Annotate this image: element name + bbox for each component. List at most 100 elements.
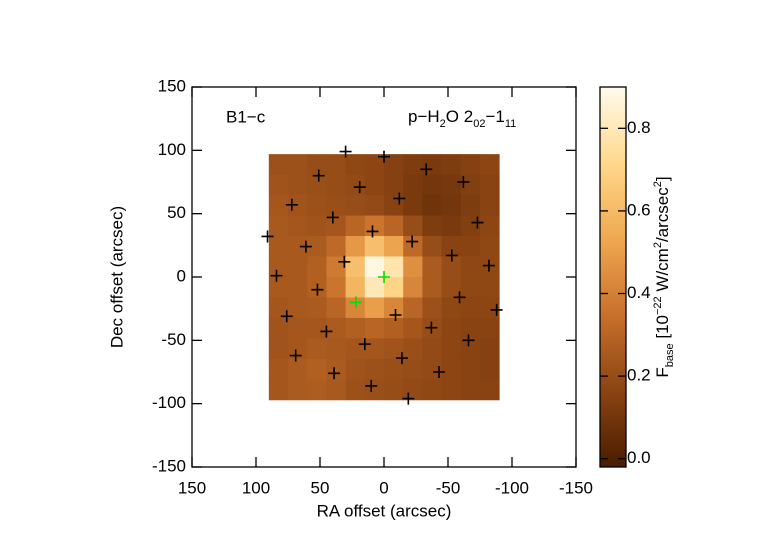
heatmap-cell [326, 195, 346, 216]
heatmap-cell [480, 195, 500, 216]
heatmap-cell [345, 379, 366, 401]
marker [326, 211, 339, 224]
heatmap-cell [345, 317, 366, 339]
marker [280, 310, 293, 323]
x-tick-label: -150 [559, 478, 593, 497]
marker [312, 169, 325, 182]
heatmap-cell [307, 358, 327, 380]
heatmap-cell [268, 358, 289, 380]
heatmap-cell [384, 174, 404, 196]
heatmap-cell [441, 195, 462, 216]
heatmap-cell [326, 256, 346, 278]
text-part: F [653, 367, 672, 377]
heatmap-cell [364, 215, 385, 237]
text-part: W/cm [653, 248, 672, 296]
y-tick-label: 100 [158, 140, 186, 159]
heatmap-cell [441, 215, 462, 237]
y-tick-label: 150 [158, 76, 186, 95]
heatmap-cell [460, 297, 481, 319]
marker [261, 230, 274, 243]
colorbar-tick-label: 0.2 [627, 366, 651, 385]
heatmap-cell [480, 358, 500, 380]
line-label: p−H2O 202−111 [408, 107, 516, 129]
heatmap-cell [345, 174, 366, 196]
heatmap-cell [268, 195, 289, 216]
marker [420, 163, 433, 176]
heatmap-cell [307, 154, 327, 176]
heatmap-cell [403, 215, 423, 237]
heatmap-cell [384, 379, 404, 401]
marker [365, 379, 378, 392]
marker [270, 269, 283, 282]
marker [378, 271, 390, 283]
heatmap-cell [384, 154, 404, 176]
heatmap-cell [345, 154, 366, 176]
heatmap-cell [460, 338, 481, 360]
text-part: ] [653, 176, 672, 181]
text-part: 2 [652, 242, 664, 248]
heatmap-cell [307, 174, 327, 196]
heatmap-cell [326, 358, 346, 380]
heatmap-cell [326, 297, 346, 319]
heatmap-cell [403, 256, 423, 278]
heatmap-cell [422, 277, 442, 298]
y-tick-label: -100 [152, 393, 186, 412]
heatmap-cell [288, 317, 308, 339]
marker [471, 216, 484, 229]
heatmap-cell [326, 277, 346, 298]
y-tick-label: -150 [152, 456, 186, 475]
heatmap-cell [345, 195, 366, 216]
colorbar-tick-label: 0.8 [627, 118, 651, 137]
heatmap-cell [288, 358, 308, 380]
heatmap-cell [480, 236, 500, 257]
x-tick-label: 0 [379, 478, 388, 497]
text-part: /arcsec [653, 187, 672, 242]
heatmap-cell [460, 215, 481, 237]
heatmap-cell [403, 379, 423, 401]
heatmap-cell [460, 195, 481, 216]
marker [320, 325, 333, 338]
heatmap-cell [460, 154, 481, 176]
heatmap-cell [326, 379, 346, 401]
heatmap-cell [384, 358, 404, 380]
heatmap-cell [268, 215, 289, 237]
y-tick-label: 50 [167, 203, 186, 222]
heatmap-cell [268, 236, 289, 257]
heatmap-cell [422, 256, 442, 278]
marker [389, 309, 402, 321]
marker [378, 150, 390, 163]
heatmap-cell [422, 297, 442, 319]
source-label: B1−c [226, 107, 266, 126]
heatmap-cell [345, 358, 366, 380]
heatmap-cell [268, 379, 289, 401]
heatmap-cell [288, 256, 308, 278]
heatmap-cell [480, 379, 500, 401]
heatmap-cell [288, 297, 308, 319]
heatmap-cell [480, 338, 500, 360]
marker [393, 192, 406, 205]
heatmap-cell [441, 154, 462, 176]
heatmap [268, 154, 500, 401]
heatmap-cell [364, 379, 385, 401]
heatmap-cell [403, 174, 423, 196]
heatmap-cell [460, 277, 481, 298]
heatmap-cell [307, 338, 327, 360]
heatmap-cell [288, 338, 308, 360]
heatmap-cell [364, 236, 385, 257]
text-part: 11 [505, 118, 516, 130]
marker [425, 321, 438, 334]
heatmap-cell [268, 317, 289, 339]
heatmap-cell [403, 195, 423, 216]
marker [358, 338, 371, 351]
heatmap-cell [307, 215, 327, 237]
text-part: 2 [440, 118, 446, 130]
heatmap-cell [422, 338, 442, 360]
colorbar-tick-label: 0.6 [627, 200, 651, 219]
marker [366, 225, 379, 238]
colorbar-tick-label: 0.4 [627, 283, 651, 302]
marker [299, 240, 312, 253]
marker [328, 367, 341, 380]
heatmap-cell [441, 379, 462, 401]
marker [406, 235, 419, 248]
heatmap-cell [384, 297, 404, 319]
